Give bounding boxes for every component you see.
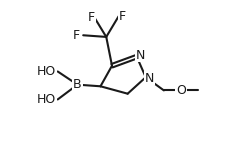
Text: HO: HO [37,93,56,106]
Text: N: N [145,72,154,84]
Text: F: F [88,11,95,24]
Text: F: F [118,10,125,23]
Text: F: F [73,29,80,42]
Text: B: B [73,78,82,91]
Text: O: O [176,84,186,97]
Text: N: N [136,48,145,62]
Text: HO: HO [37,65,56,78]
